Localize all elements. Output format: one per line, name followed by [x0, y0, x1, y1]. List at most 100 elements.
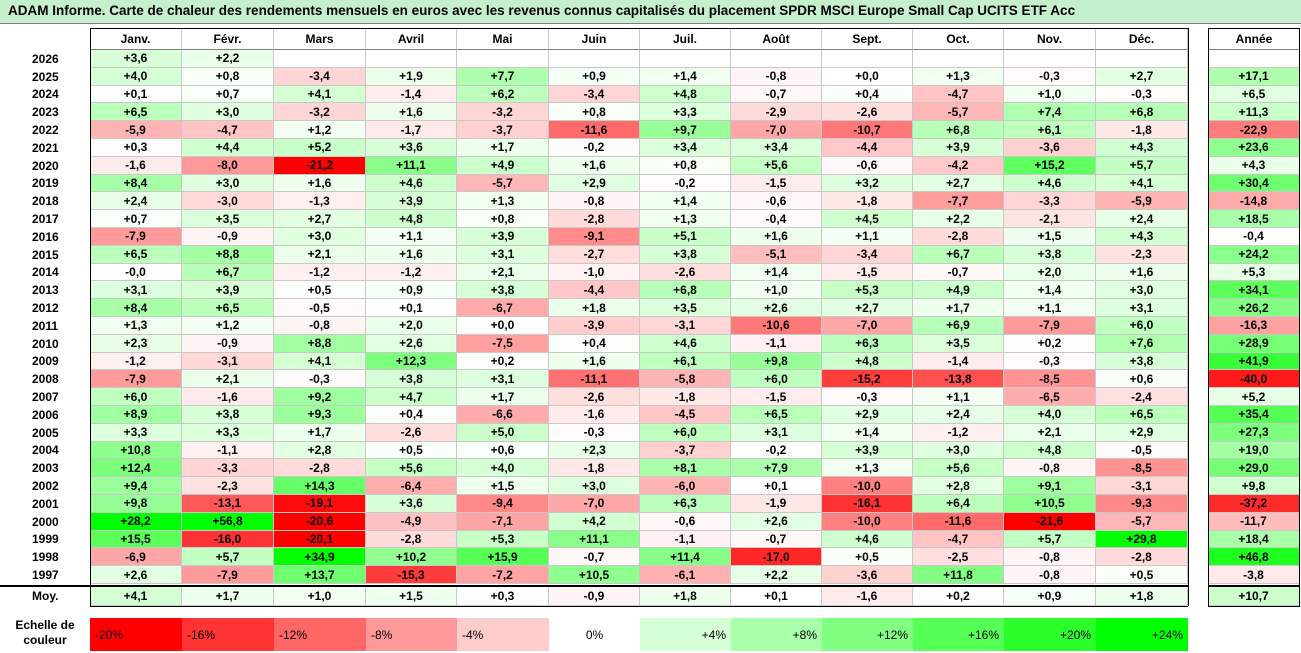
heatmap-cell: +2,1: [182, 370, 274, 389]
heatmap-cell: +2,7: [913, 174, 1004, 193]
heatmap-cell: +4,6: [822, 530, 913, 549]
heatmap-cell: +28,2: [90, 512, 182, 531]
heatmap-cell: +6,8: [640, 281, 731, 300]
heatmap-cell: +3,3: [182, 423, 274, 442]
heatmap-cell: +6,2: [457, 85, 549, 104]
heatmap-cell: +6,8: [913, 121, 1004, 139]
average-total-cell: +10,7: [1208, 586, 1300, 606]
heatmap-cell: +0,8: [182, 67, 274, 86]
heatmap-cell: +0,4: [549, 334, 640, 353]
heatmap-cell: +5,0: [457, 423, 549, 442]
heatmap-cell: +4,3: [1096, 228, 1188, 246]
heatmap-cell: +3,6: [90, 50, 182, 68]
heatmap-cell: +0,0: [457, 317, 549, 335]
heatmap-cell: +3,9: [366, 192, 457, 211]
heatmap-cell: [274, 50, 366, 68]
heatmap-cell: +0,1: [731, 477, 822, 495]
heatmap-cell: +3,3: [640, 103, 731, 122]
heatmap-cell: -5,8: [640, 370, 731, 389]
heatmap-cell: +0,6: [457, 441, 549, 460]
heatmap-cell: +1,4: [640, 192, 731, 211]
heatmap-cell: +5,7: [1004, 530, 1096, 549]
heatmap-cell: +4,4: [182, 139, 274, 157]
heatmap-cell: +1,4: [640, 67, 731, 86]
heatmap-cell: +0,4: [366, 406, 457, 424]
heatmap-cell: -3,4: [274, 67, 366, 86]
heatmap-cell: +1,6: [731, 228, 822, 246]
heatmap-cell: +1,6: [549, 352, 640, 371]
average-cell: +0,2: [913, 586, 1004, 606]
heatmap-cell: -5,7: [1096, 512, 1188, 531]
heatmap-cell: +9,8: [731, 352, 822, 371]
year-label: 2014: [32, 265, 59, 280]
heatmap-cell: +34,9: [274, 548, 366, 567]
heatmap-cell: -16,0: [182, 530, 274, 549]
heatmap-cell: +4,1: [274, 352, 366, 371]
heatmap-cell: +4,9: [913, 281, 1004, 300]
heatmap-cell: +15,2: [1004, 156, 1096, 175]
heatmap-cell: +3,0: [1096, 281, 1188, 300]
heatmap-cell: +2,6: [366, 334, 457, 353]
heatmap-cell: -0,7: [913, 263, 1004, 282]
month-header: Nov.: [1004, 28, 1096, 50]
heatmap-cell: -5,7: [457, 174, 549, 193]
month-header: Avril: [366, 28, 457, 50]
heatmap-cell: -3,7: [457, 121, 549, 139]
heatmap-cell: +3,6: [366, 139, 457, 157]
year-total-cell: +5,2: [1208, 388, 1300, 406]
heatmap-cell: [1096, 50, 1188, 68]
heatmap-cell: +1,6: [549, 156, 640, 175]
heatmap-cell: +1,1: [1004, 299, 1096, 317]
heatmap-cell: -13,1: [182, 495, 274, 513]
heatmap-cell: +6,5: [1096, 406, 1188, 424]
heatmap-cell: +5,6: [366, 459, 457, 478]
year-total-cell: +17,1: [1208, 67, 1300, 86]
heatmap-cell: +5,3: [822, 281, 913, 300]
heatmap-cell: +0,5: [366, 441, 457, 460]
heatmap-cell: -4,2: [913, 156, 1004, 175]
heatmap-cell: +1,9: [366, 67, 457, 86]
heatmap-cell: -5,7: [913, 103, 1004, 122]
month-header: Déc.: [1096, 28, 1188, 50]
heatmap-cell: +3,2: [822, 174, 913, 193]
heatmap-cell: -7,9: [1004, 317, 1096, 335]
heatmap-cell: -2,8: [366, 530, 457, 549]
heatmap-cell: +2,9: [1096, 423, 1188, 442]
heatmap-cell: -3,1: [182, 352, 274, 371]
heatmap-cell: +2,9: [822, 406, 913, 424]
heatmap-cell: -7,9: [90, 228, 182, 246]
heatmap-cell: +29,8: [1096, 530, 1188, 549]
heatmap-cell: +4,6: [1004, 174, 1096, 193]
heatmap-cell: -1,2: [366, 263, 457, 282]
heatmap-cell: -0,2: [549, 139, 640, 157]
year-total-cell: +41,9: [1208, 352, 1300, 371]
legend-swatch: +16%: [913, 618, 1004, 651]
heatmap-cell: +8,9: [90, 406, 182, 424]
heatmap-cell: -0,6: [731, 192, 822, 211]
year-label: 2006: [32, 407, 59, 422]
year-total-cell: -40,0: [1208, 370, 1300, 389]
heatmap-cell: +3,8: [366, 370, 457, 389]
heatmap-cell: +4,6: [640, 334, 731, 353]
heatmap-cell: -0,3: [822, 388, 913, 406]
heatmap-cell: [640, 50, 731, 68]
heatmap-cell: +5,6: [731, 156, 822, 175]
heatmap-cell: -1,5: [731, 174, 822, 193]
title-bar: ADAM Informe. Carte de chaleur des rende…: [0, 0, 1301, 24]
heatmap-cell: +4,8: [640, 85, 731, 104]
legend-title: Echelle de couleur: [15, 618, 75, 647]
year-label: 1998: [32, 550, 59, 565]
heatmap-cell: [366, 50, 457, 68]
year-label: 2022: [32, 123, 59, 138]
heatmap-cell: [913, 50, 1004, 68]
heatmap-cell: -7,9: [90, 370, 182, 389]
heatmap-cell: -0,7: [549, 548, 640, 567]
heatmap-cell: -9,4: [457, 495, 549, 513]
year-label: 2026: [32, 51, 59, 66]
heatmap-cell: +2,2: [913, 210, 1004, 228]
heatmap-cell: +0,0: [822, 67, 913, 86]
heatmap-cell: +3,9: [913, 139, 1004, 157]
heatmap-cell: [549, 50, 640, 68]
heatmap-cell: +4,0: [457, 459, 549, 478]
grid-border: [0, 585, 1188, 587]
